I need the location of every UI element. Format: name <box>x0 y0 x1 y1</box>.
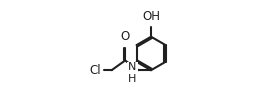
Text: OH: OH <box>142 10 161 23</box>
Text: Cl: Cl <box>90 64 101 77</box>
Text: O: O <box>121 30 130 43</box>
Text: N
H: N H <box>128 62 137 84</box>
